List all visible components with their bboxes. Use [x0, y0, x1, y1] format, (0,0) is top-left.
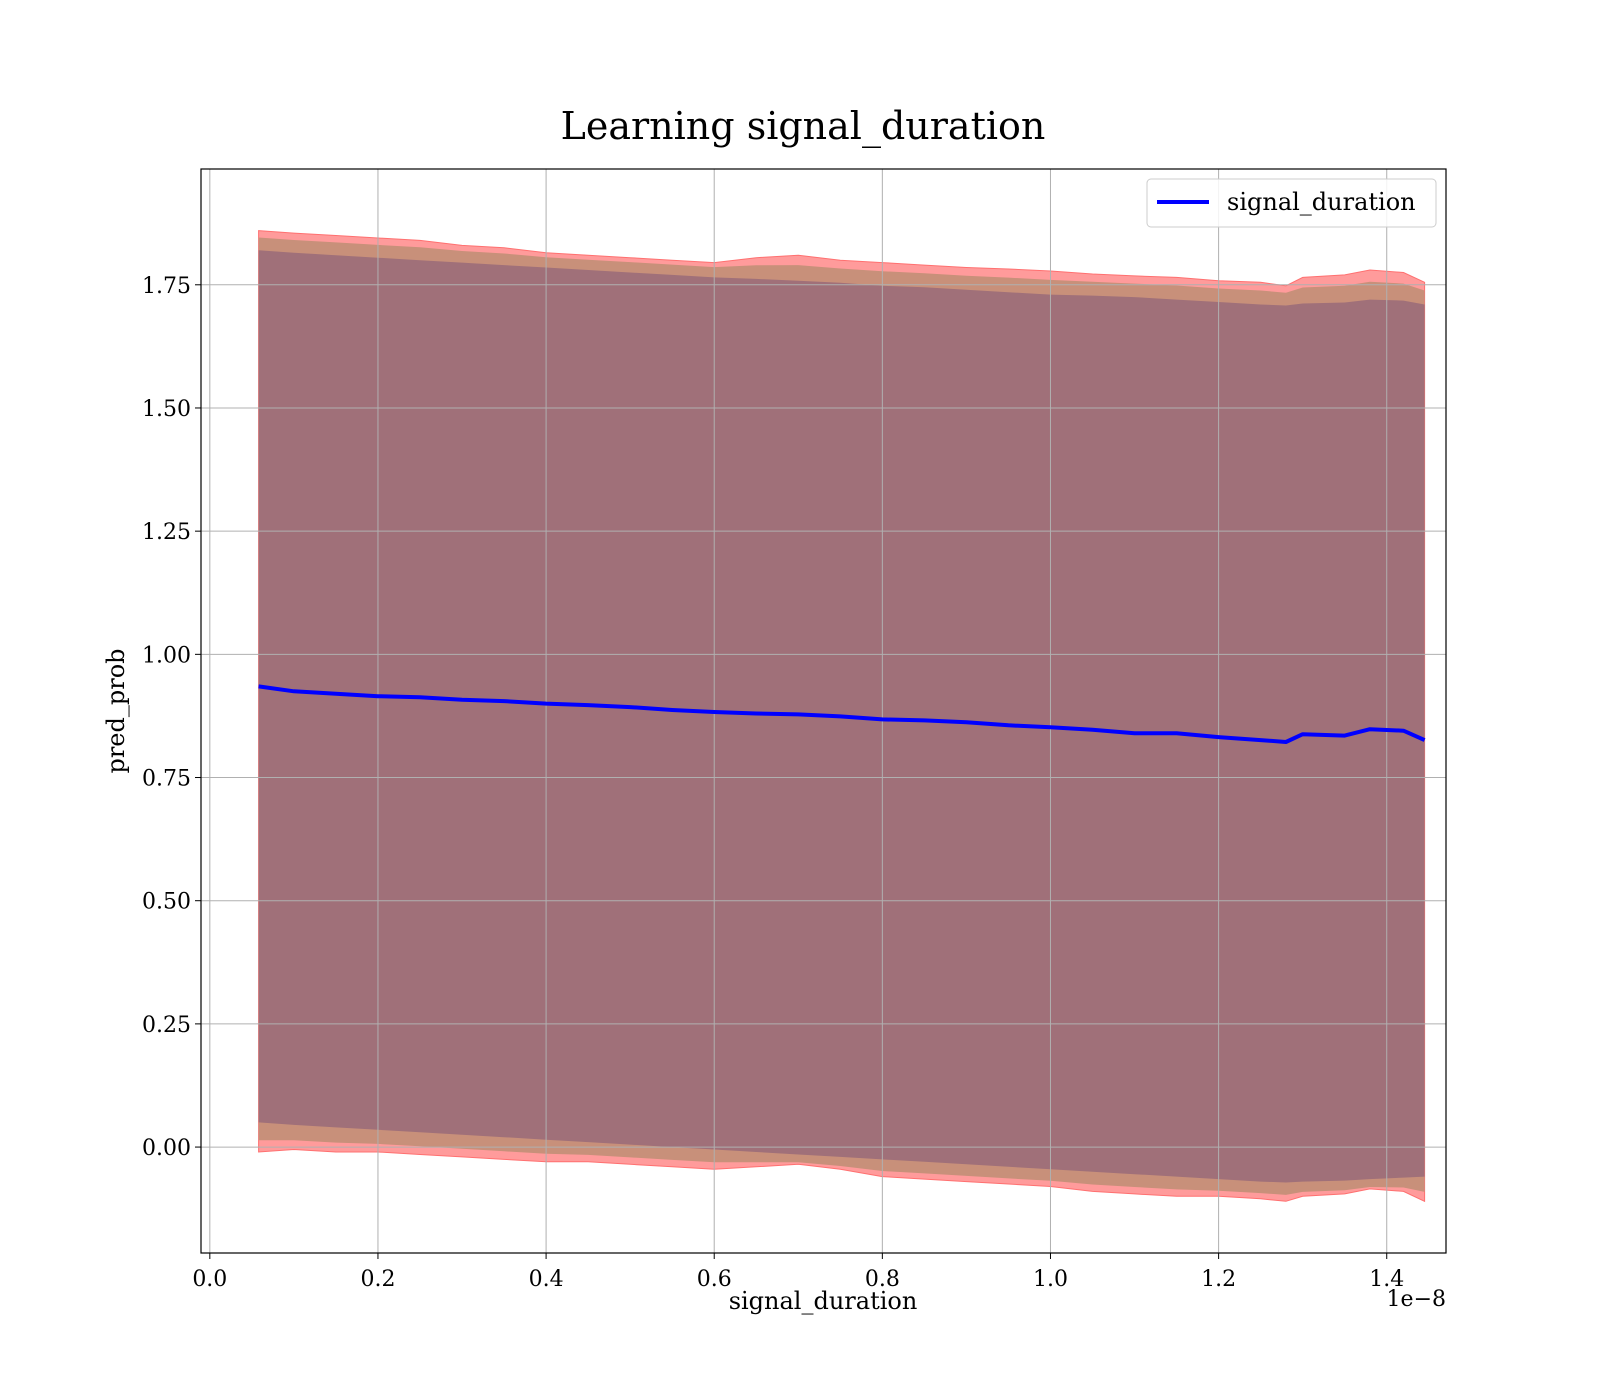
x-tick-label-0: 0.0 — [192, 1267, 227, 1292]
legend-label: signal_duration — [1227, 188, 1416, 216]
y-tick-label-6: 1.50 — [142, 397, 191, 422]
grid — [201, 169, 1446, 1253]
y-axis-ticks: 0.00 0.25 0.50 0.75 1.00 1.25 1.50 1.75 — [142, 274, 201, 1161]
x-tick-label-1: 0.2 — [360, 1267, 395, 1292]
y-tick-label-2: 0.50 — [142, 890, 191, 915]
x-axis-ticks: 0.0 0.2 0.4 0.6 0.8 1.0 1.2 1.4 — [192, 1253, 1404, 1292]
chart-title: Learning signal_duration — [561, 104, 1046, 149]
x-tick-label-6: 1.2 — [1201, 1267, 1236, 1292]
series-layer — [258, 684, 1426, 744]
plot-frame — [200, 168, 1447, 1254]
legend: signal_duration — [1146, 178, 1437, 228]
x-tick-label-4: 0.8 — [865, 1267, 900, 1292]
y-tick-label-7: 1.75 — [142, 274, 191, 299]
y-axis-label: pred_prob — [102, 648, 130, 773]
x-tick-label-2: 0.4 — [529, 1267, 564, 1292]
y-tick-label-4: 1.00 — [142, 643, 191, 668]
x-tick-label-5: 1.0 — [1033, 1267, 1068, 1292]
x-axis-offset-label: 1e−8 — [1387, 1287, 1446, 1312]
y-tick-label-5: 1.25 — [142, 520, 191, 545]
x-axis-label: signal_duration — [729, 1287, 918, 1315]
series-line-signal-duration — [258, 684, 1426, 744]
legend-box — [1146, 178, 1437, 228]
y-tick-label-1: 0.25 — [142, 1013, 191, 1038]
x-tick-label-7: 1.4 — [1369, 1267, 1404, 1292]
y-tick-label-3: 0.75 — [142, 767, 191, 792]
y-tick-label-0: 0.00 — [142, 1136, 191, 1161]
x-tick-label-3: 0.6 — [697, 1267, 732, 1292]
